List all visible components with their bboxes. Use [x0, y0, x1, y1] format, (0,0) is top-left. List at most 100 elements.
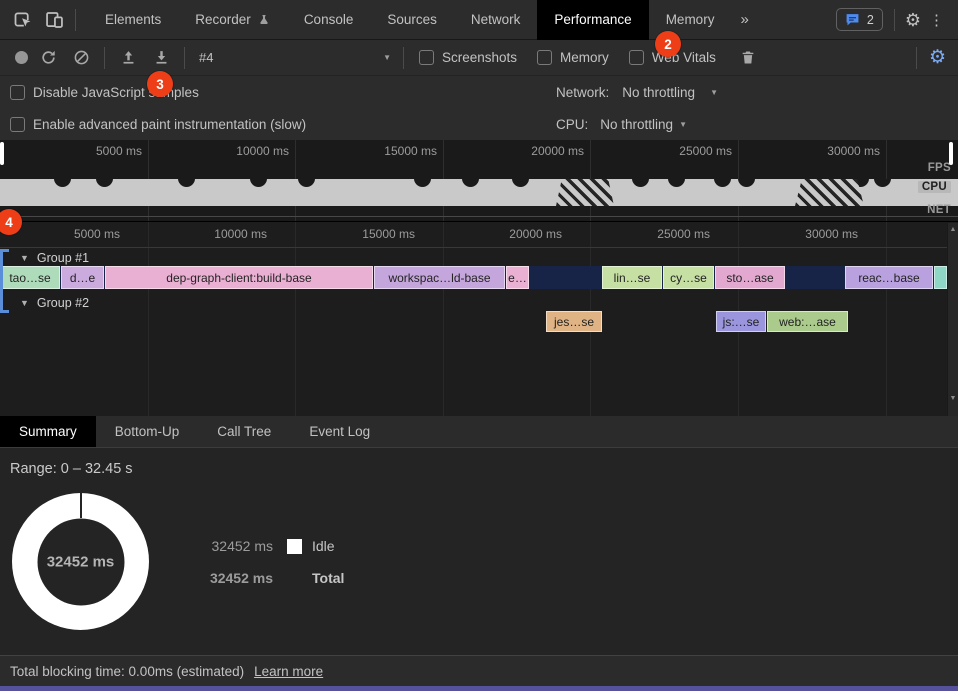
save-profile-icon[interactable] — [151, 48, 171, 68]
flame-group-1-header[interactable]: ▼ Group #1 — [0, 249, 89, 266]
learn-more-link[interactable]: Learn more — [254, 663, 324, 679]
chevron-down-icon: ▼ — [383, 53, 391, 62]
flame-event[interactable]: sto…ase — [715, 266, 785, 289]
time-tick-label: 20000 ms — [509, 227, 562, 241]
reload-and-record-button[interactable] — [38, 48, 58, 68]
flame-event[interactable]: cy…se — [663, 266, 714, 289]
overview-cpu-activity — [0, 179, 958, 206]
group-label: Group #1 — [36, 250, 90, 265]
scroll-down-icon[interactable]: ▼ — [949, 395, 957, 402]
tab-label: Console — [303, 12, 354, 27]
time-tick-label: 30000 ms — [827, 144, 880, 158]
time-tick-label: 30000 ms — [805, 227, 858, 241]
tab-performance[interactable]: Performance — [537, 0, 649, 40]
checkbox-label: Enable advanced paint instrumentation (s… — [33, 116, 307, 132]
time-tick-label: 15000 ms — [384, 144, 437, 158]
checkbox-memory[interactable]: Memory — [537, 50, 609, 65]
record-button[interactable] — [15, 51, 28, 64]
cpu-activity-notch — [632, 179, 649, 187]
cpu-activity-notch — [250, 179, 267, 187]
tab-console[interactable]: Console — [287, 0, 371, 40]
time-tick-label: 5000 ms — [73, 227, 120, 241]
tab-elements[interactable]: Elements — [88, 0, 178, 40]
cpu-activity-notch — [852, 179, 869, 187]
donut-slice-separator — [79, 493, 82, 518]
flame-event[interactable]: js:…se — [716, 311, 766, 332]
load-profile-icon[interactable] — [118, 48, 138, 68]
clear-recording-icon[interactable] — [71, 48, 91, 68]
tab-sources[interactable]: Sources — [370, 0, 454, 40]
total-blocking-time-text: Total blocking time: 0.00ms (estimated) — [10, 663, 245, 679]
overview-net-baseline — [0, 216, 958, 217]
cpu-activity-notch — [512, 179, 529, 187]
flame-event[interactable]: workspac…ld-base — [374, 266, 505, 289]
flame-group-2-header[interactable]: ▼ Group #2 — [0, 294, 89, 311]
cpu-activity-notch — [874, 179, 891, 187]
cpu-idle-hatch — [795, 179, 864, 206]
detail-tab-summary[interactable]: Summary — [0, 416, 96, 447]
summary-donut-chart: 32452 ms — [12, 493, 149, 630]
cpu-activity-notch — [462, 179, 479, 187]
issues-counter[interactable]: 2 — [835, 8, 883, 31]
flame-event[interactable]: e… — [506, 266, 529, 289]
checkbox-label: Disable JavaScript samples — [33, 84, 199, 100]
overview-left-handle[interactable] — [0, 142, 4, 165]
checkbox-enable-advanced-paint-instrumentation-slow-[interactable]: Enable advanced paint instrumentation (s… — [10, 116, 307, 132]
network-throttling-select[interactable]: Network: No throttling ▼ — [556, 76, 718, 108]
cpu-activity-notch — [178, 179, 195, 187]
selection-bracket — [0, 249, 10, 313]
cpu-activity-notch — [298, 179, 315, 187]
donut-center-label: 32452 ms — [37, 518, 124, 605]
tab-memory[interactable]: Memory — [649, 0, 732, 40]
annotation-badge-2[interactable]: 2 — [655, 31, 681, 57]
fps-lane-label: FPS — [927, 162, 951, 174]
tab-label: Performance — [554, 12, 632, 27]
overview-right-handle[interactable] — [949, 142, 953, 165]
checkbox-screenshots[interactable]: Screenshots — [419, 50, 517, 65]
scroll-up-icon[interactable]: ▲ — [949, 226, 957, 233]
detail-tab-event-log[interactable]: Event Log — [309, 424, 371, 439]
tab-label: Recorder — [195, 12, 251, 27]
annotation-badge-3[interactable]: 3 — [147, 71, 173, 97]
status-bar: Total blocking time: 0.00ms (estimated) … — [0, 655, 958, 686]
flame-scrollbar[interactable]: ▲ ▼ — [947, 223, 958, 416]
cpu-throttling-select[interactable]: CPU: No throttling ▼ — [556, 108, 687, 140]
flame-event[interactable]: lin…se — [602, 266, 662, 289]
more-options-kebab-icon[interactable]: ⋮ — [929, 11, 944, 29]
trash-icon[interactable] — [738, 48, 758, 68]
tab-label: Elements — [105, 12, 162, 27]
more-tabs-chevron[interactable]: » — [740, 11, 749, 28]
flame-event[interactable]: d…e — [61, 266, 104, 289]
recording-session-select[interactable]: #4 ▼ — [199, 50, 391, 65]
tab-network[interactable]: Network — [454, 0, 538, 40]
tab-recorder[interactable]: Recorder — [178, 0, 287, 40]
flame-event[interactable]: tao…se — [0, 266, 60, 289]
cpu-activity-notch — [738, 179, 755, 187]
settings-row-2: Enable advanced paint instrumentation (s… — [10, 108, 326, 140]
net-lane-label: NET — [927, 204, 951, 216]
timeline-overview[interactable]: 5000 ms 10000 ms 15000 ms 20000 ms 25000 ms 3… — [0, 140, 958, 221]
inspect-cursor-icon — [12, 9, 33, 30]
flame-event[interactable]: reac…base — [845, 266, 933, 289]
flame-event[interactable] — [934, 266, 947, 289]
device-toolbar-button[interactable] — [38, 5, 70, 35]
detail-tab-call-tree[interactable]: Call Tree — [217, 424, 272, 439]
tab-label: Network — [470, 12, 521, 27]
cpu-activity-notch — [54, 179, 71, 187]
checkbox-box — [419, 50, 434, 65]
flame-chart[interactable]: 5000 ms 10000 ms 15000 ms 20000 ms 25000 ms 3… — [0, 221, 958, 416]
performance-toolbar: #4 ▼ Screenshots Memory Web Vitals ⚙ — [0, 40, 958, 76]
flame-event[interactable]: jes…se — [546, 311, 602, 332]
time-tick-label: 15000 ms — [362, 227, 415, 241]
settings-gear-icon[interactable]: ⚙ — [904, 9, 921, 30]
inspect-element-button[interactable] — [6, 5, 38, 35]
time-tick-label: 10000 ms — [214, 227, 267, 241]
group-label: Group #2 — [36, 295, 90, 310]
flame-event[interactable]: web:…ase — [767, 311, 848, 332]
annotation-badge-4[interactable]: 4 — [0, 209, 22, 235]
flame-event[interactable]: dep-graph-client:build-base — [105, 266, 373, 289]
detail-tab-bottom-up[interactable]: Bottom-Up — [114, 424, 180, 439]
flame-track-2: jes…se js:…se web:…ase — [0, 311, 947, 332]
capture-settings-gear-icon[interactable]: ⚙ — [928, 47, 946, 68]
